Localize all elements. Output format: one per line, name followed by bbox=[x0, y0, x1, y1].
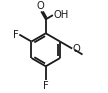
Text: O: O bbox=[37, 1, 45, 11]
Text: F: F bbox=[13, 30, 19, 40]
Text: O: O bbox=[73, 44, 80, 54]
Text: OH: OH bbox=[53, 10, 69, 20]
Text: F: F bbox=[43, 81, 49, 91]
